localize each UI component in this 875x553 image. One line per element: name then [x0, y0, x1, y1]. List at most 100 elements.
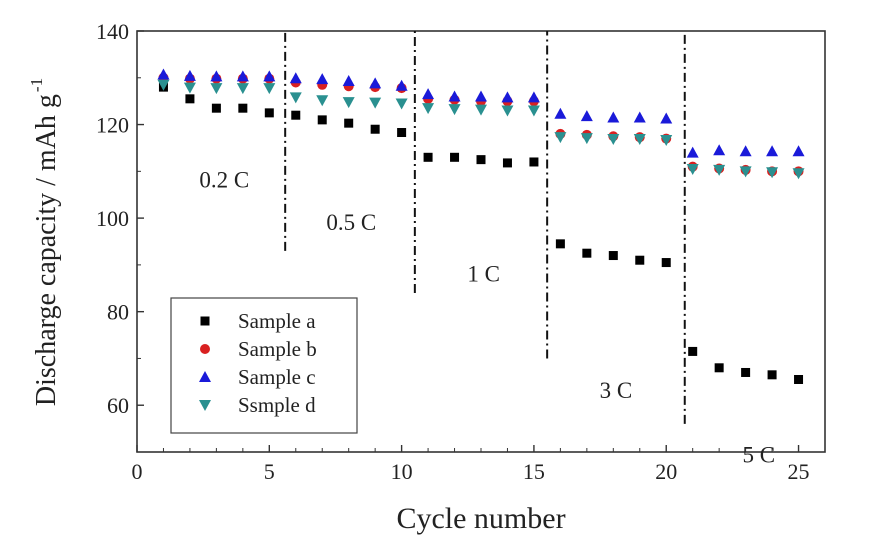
legend-marker	[200, 316, 210, 326]
data-point	[263, 83, 276, 95]
data-point	[289, 72, 302, 84]
x-axis-label: Cycle number	[396, 502, 565, 535]
data-point	[157, 68, 170, 80]
data-point	[236, 70, 249, 82]
rate-label: 3 C	[600, 378, 633, 403]
data-point	[686, 163, 699, 175]
data-point	[766, 167, 779, 179]
rate-labels: 0.2 C 0.5 C 1 C 3 C 5 C	[199, 168, 775, 468]
data-point	[660, 134, 673, 146]
y-tick-label: 100	[96, 206, 129, 231]
data-point	[289, 92, 302, 104]
legend-marker	[199, 371, 211, 382]
data-point	[688, 346, 698, 356]
data-point	[766, 145, 779, 157]
x-tick-label: 25	[788, 459, 810, 484]
x-tick-label: 0	[132, 459, 143, 484]
y-axis-label-main: Discharge capacity / mAh g	[31, 94, 62, 406]
data-point	[713, 144, 726, 156]
legend-marker	[200, 344, 210, 354]
y-axis-ticks: 60 80 100 120 140	[96, 19, 144, 453]
data-point	[607, 111, 620, 123]
data-point	[342, 75, 355, 87]
rate-label: 1 C	[467, 261, 500, 286]
rate-dividers	[284, 31, 686, 424]
data-point	[185, 94, 195, 104]
x-tick-label: 20	[655, 459, 677, 484]
x-tick-label: 10	[391, 459, 413, 484]
data-point	[714, 363, 724, 373]
data-point	[157, 79, 170, 91]
data-point	[238, 103, 248, 113]
data-point	[501, 91, 514, 103]
data-point	[607, 134, 620, 146]
data-point	[210, 83, 223, 95]
x-tick-label: 15	[523, 459, 545, 484]
data-point	[291, 110, 301, 120]
data-point	[527, 105, 540, 117]
data-point	[397, 128, 407, 138]
data-point	[633, 134, 646, 146]
data-point	[739, 145, 752, 157]
data-point	[502, 158, 512, 168]
data-point	[633, 111, 646, 123]
legend-label: Ssmple d	[238, 393, 316, 417]
y-axis-label: Discharge capacity / mAh g -1	[27, 78, 62, 406]
data-point	[582, 248, 592, 258]
data-point	[476, 155, 486, 165]
data-point	[344, 118, 354, 128]
data-point	[661, 258, 671, 268]
legend-label: Sample b	[238, 337, 317, 361]
data-point	[741, 367, 751, 377]
data-point	[686, 146, 699, 158]
y-tick-label: 140	[96, 19, 129, 44]
data-point	[529, 157, 539, 167]
legend-marker	[199, 400, 211, 411]
data-point	[317, 115, 327, 125]
data-point	[369, 97, 382, 109]
data-point	[316, 95, 329, 107]
data-point	[555, 239, 565, 249]
data-point	[554, 132, 567, 144]
data-point	[263, 70, 276, 82]
data-points	[157, 68, 805, 384]
data-point	[422, 103, 435, 115]
data-point	[448, 90, 461, 102]
data-point	[501, 105, 514, 117]
series-ssmple-d	[157, 79, 805, 180]
data-point	[183, 82, 196, 94]
legend: Sample a Sample b Sample c Ssmple d	[170, 297, 358, 434]
data-point	[554, 107, 567, 119]
series-sample-c	[157, 68, 805, 158]
y-axis-label-superscript: -1	[27, 78, 46, 92]
data-point	[210, 70, 223, 82]
data-point	[422, 88, 435, 100]
y-tick-label: 60	[107, 393, 129, 418]
data-point	[792, 168, 805, 180]
y-tick-label: 80	[107, 300, 129, 325]
data-point	[211, 103, 221, 113]
rate-label: 0.5 C	[326, 210, 376, 235]
data-point	[236, 83, 249, 95]
data-point	[580, 133, 593, 145]
data-point	[448, 104, 461, 116]
x-tick-label: 5	[264, 459, 275, 484]
data-point	[608, 251, 618, 261]
data-point	[660, 112, 673, 124]
data-point	[713, 164, 726, 176]
data-point	[264, 108, 274, 118]
series-sample-a	[158, 82, 804, 384]
data-point	[395, 79, 408, 91]
legend-label: Sample a	[238, 309, 316, 333]
y-tick-label: 120	[96, 113, 129, 138]
data-point	[370, 124, 380, 134]
data-point	[475, 90, 487, 102]
data-point	[423, 152, 433, 162]
rate-label: 5 C	[743, 442, 776, 467]
data-point	[475, 104, 487, 116]
data-point	[580, 110, 593, 122]
data-point	[739, 166, 752, 178]
data-point	[767, 370, 777, 380]
data-point	[450, 152, 460, 162]
